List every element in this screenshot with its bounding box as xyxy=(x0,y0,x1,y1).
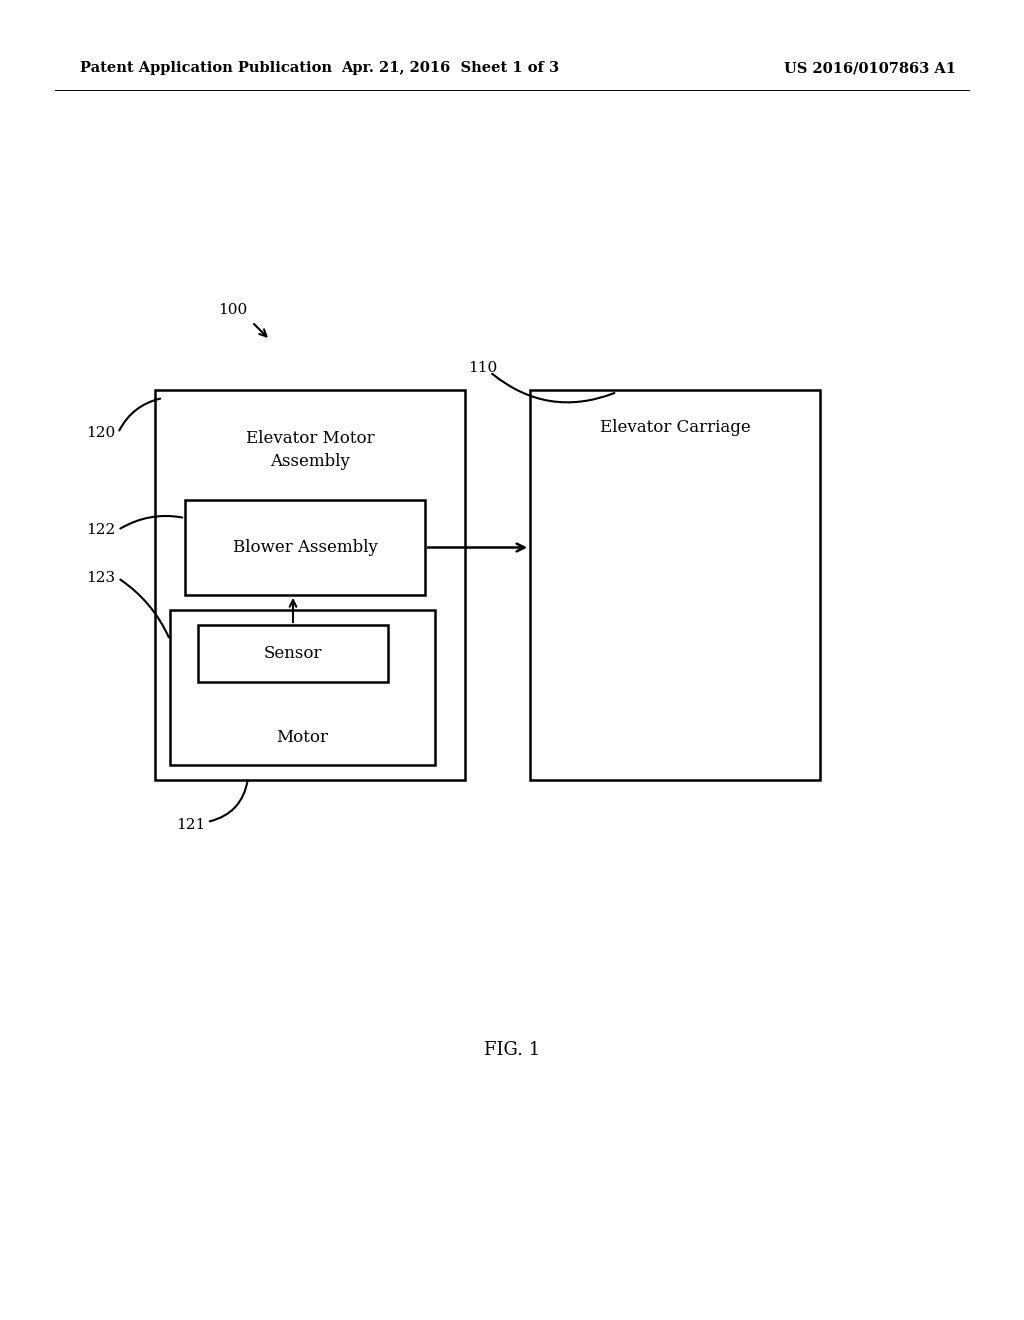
Text: 120: 120 xyxy=(86,426,115,440)
Text: 100: 100 xyxy=(218,304,247,317)
Bar xyxy=(170,610,435,766)
Text: Apr. 21, 2016  Sheet 1 of 3: Apr. 21, 2016 Sheet 1 of 3 xyxy=(341,61,559,75)
Bar xyxy=(155,389,465,780)
Text: Blower Assembly: Blower Assembly xyxy=(232,539,378,556)
Bar xyxy=(185,500,425,595)
Text: Sensor: Sensor xyxy=(264,645,323,663)
Text: 122: 122 xyxy=(86,523,115,537)
Text: 110: 110 xyxy=(468,360,498,375)
Text: Elevator Carriage: Elevator Carriage xyxy=(600,420,751,437)
Text: US 2016/0107863 A1: US 2016/0107863 A1 xyxy=(784,61,956,75)
Text: FIG. 1: FIG. 1 xyxy=(484,1041,540,1059)
Text: Motor: Motor xyxy=(276,729,329,746)
Text: Elevator Motor
Assembly: Elevator Motor Assembly xyxy=(246,430,375,470)
Bar xyxy=(530,389,820,780)
Text: 123: 123 xyxy=(86,572,115,585)
Bar xyxy=(198,624,388,682)
Text: 121: 121 xyxy=(176,818,205,832)
Text: Patent Application Publication: Patent Application Publication xyxy=(80,61,332,75)
